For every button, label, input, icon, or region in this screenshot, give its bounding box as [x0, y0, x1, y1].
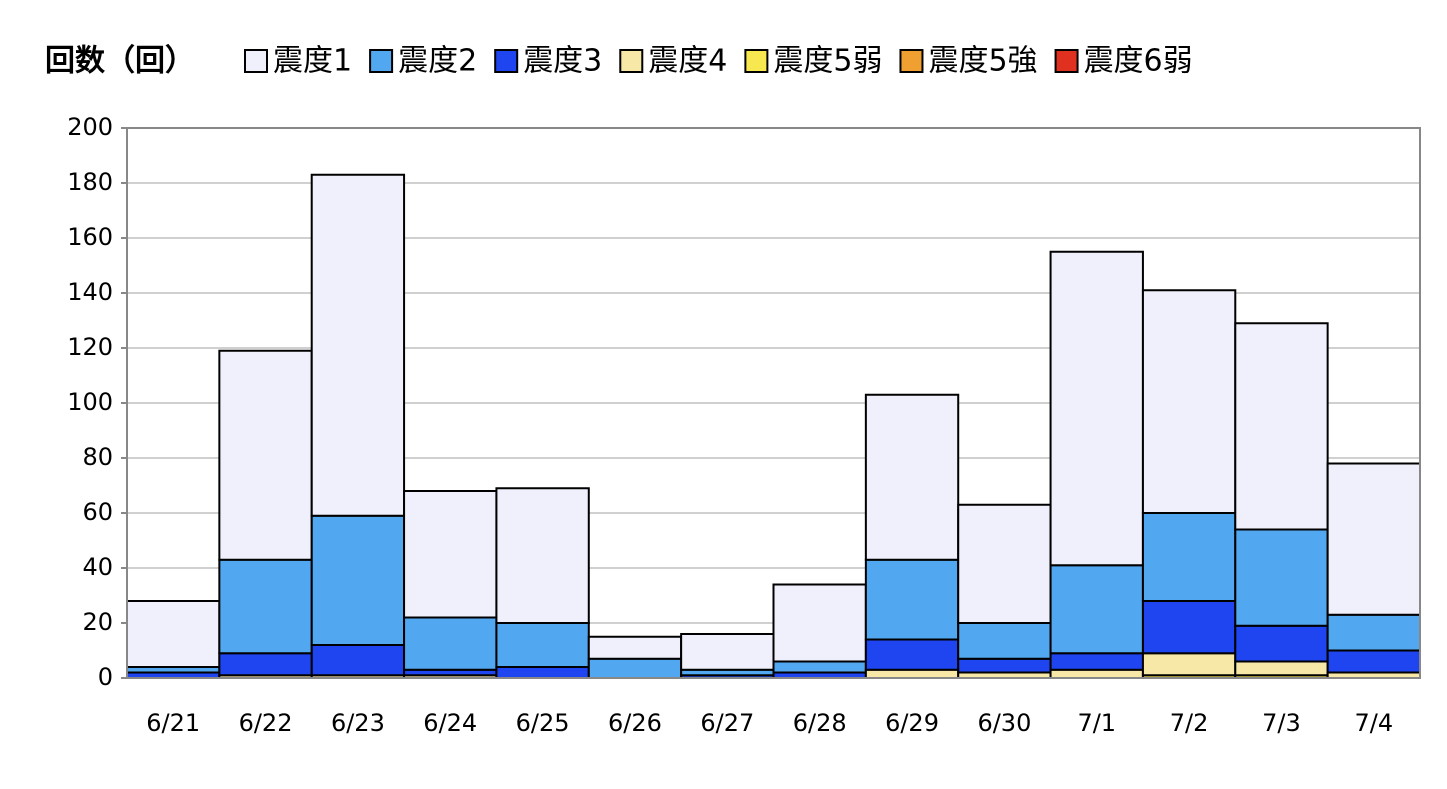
bar-segment — [495, 487, 590, 624]
bar-segment — [403, 616, 498, 671]
y-tick-label: 180 — [67, 168, 113, 196]
bar-segment — [772, 660, 867, 674]
bar-segment — [1234, 624, 1329, 663]
legend-label: 震度5弱 — [773, 44, 882, 79]
x-tick-label: 6/22 — [239, 709, 293, 737]
legend-label: 震度4 — [648, 44, 727, 79]
bar-segment — [1049, 250, 1144, 567]
bar-segment — [587, 657, 683, 679]
bar-segment — [218, 349, 313, 561]
bar-segment — [310, 644, 406, 677]
x-tick-label: 6/30 — [977, 709, 1031, 737]
bar-segment — [1141, 512, 1237, 602]
bar-segment — [310, 514, 406, 646]
legend-swatch — [1054, 49, 1079, 73]
legend-label: 震度5強 — [928, 44, 1037, 79]
y-tick-label: 40 — [82, 553, 113, 581]
legend-swatch — [744, 49, 769, 73]
x-tick-label: 6/26 — [608, 709, 662, 737]
bar-segment — [1234, 322, 1329, 531]
legend-swatch — [369, 49, 394, 73]
x-tick-label: 7/2 — [1170, 709, 1209, 737]
bar-segment — [403, 490, 498, 619]
bar-segment — [957, 503, 1052, 624]
legend-label: 震度2 — [398, 44, 477, 79]
y-tick-label: 60 — [82, 498, 113, 526]
x-tick-label: 6/21 — [146, 709, 200, 737]
y-tick-label: 140 — [67, 278, 113, 306]
bar-segment — [218, 652, 313, 677]
legend-label: 震度6弱 — [1084, 44, 1193, 79]
y-tick-label: 160 — [67, 223, 113, 251]
bar-segment — [1326, 613, 1421, 652]
x-tick-label: 6/25 — [516, 709, 570, 737]
legend-label: 震度3 — [523, 44, 602, 79]
bar-segment — [957, 657, 1052, 674]
x-tick-label: 6/24 — [423, 709, 477, 737]
y-tick-label: 100 — [67, 388, 113, 416]
x-tick-label: 6/28 — [793, 709, 847, 737]
bar-segment — [126, 600, 221, 668]
bar-segment — [864, 558, 960, 641]
legend-swatch — [619, 49, 644, 73]
legend-swatch — [244, 49, 268, 73]
bar-segment — [1141, 289, 1237, 514]
bar-segment — [772, 583, 867, 663]
legend-label: 震度1 — [273, 44, 352, 79]
x-tick-label: 6/23 — [331, 709, 385, 737]
bar-segment — [1234, 528, 1329, 627]
bar-segment — [310, 173, 406, 517]
bar-segment — [957, 622, 1052, 660]
bar-segment — [1049, 564, 1144, 655]
bar-segment — [1326, 649, 1421, 674]
y-tick-label: 120 — [67, 333, 113, 361]
bar-segment — [864, 393, 960, 561]
bar-segment — [1141, 652, 1237, 677]
bar-segment — [1326, 462, 1421, 616]
plot-frame — [126, 127, 1421, 679]
bar-segment — [864, 638, 960, 671]
legend-swatch — [494, 49, 519, 73]
bar-segment — [495, 666, 590, 679]
bar-segment — [1049, 652, 1144, 671]
bar-segment — [1234, 660, 1329, 677]
x-tick-label: 7/4 — [1355, 709, 1394, 737]
y-tick-label: 80 — [82, 443, 113, 471]
bar-segment — [495, 622, 590, 668]
legend-swatch — [899, 49, 924, 73]
bar-segment — [218, 558, 313, 655]
bar-segment — [864, 668, 960, 679]
bar-segment — [587, 635, 683, 660]
y-axis-label: 回数（回） — [45, 44, 195, 79]
y-tick-label: 20 — [82, 608, 113, 636]
y-tick-label: 0 — [98, 663, 113, 691]
x-tick-label: 7/1 — [1077, 709, 1116, 737]
y-tick-label: 200 — [67, 113, 113, 141]
bar-segment — [1049, 668, 1144, 679]
bar-segment — [1141, 600, 1237, 655]
bar-segment — [680, 633, 775, 671]
x-tick-label: 6/29 — [885, 709, 939, 737]
x-tick-label: 7/3 — [1262, 709, 1301, 737]
x-tick-label: 6/27 — [700, 709, 754, 737]
